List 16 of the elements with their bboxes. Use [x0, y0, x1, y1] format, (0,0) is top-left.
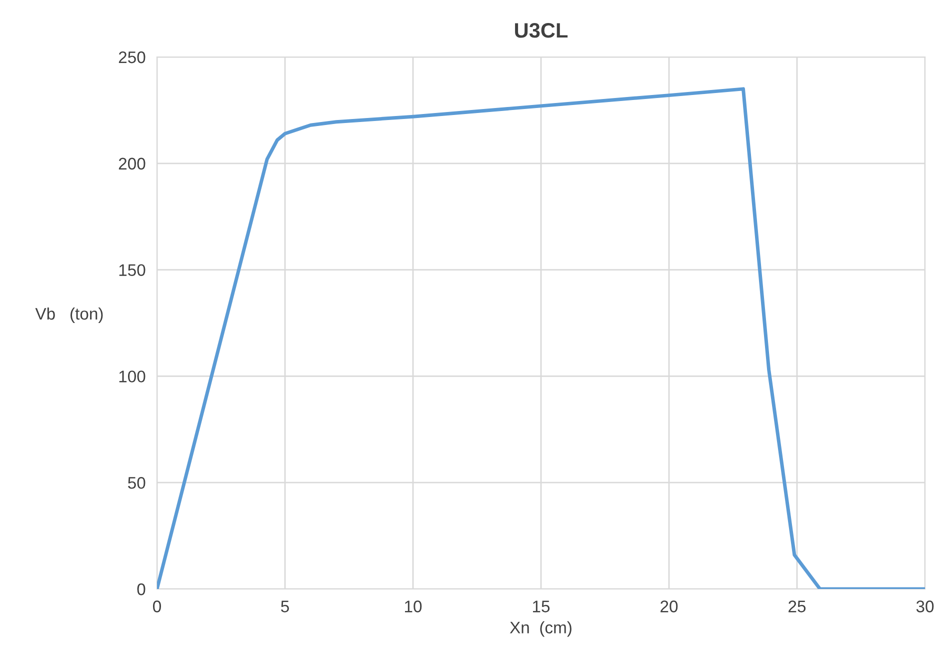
y-tick-label: 100 — [119, 370, 146, 382]
x-tick-label: 15 — [533, 600, 550, 612]
chart-title: U3CL — [515, 23, 568, 38]
x-tick-label: 0 — [153, 600, 161, 612]
y-tick-label: 0 — [137, 583, 146, 596]
y-axis-title: Vb (ton) — [35, 307, 103, 323]
x-tick-label: 20 — [660, 600, 678, 612]
x-axis-title: Xn (cm) — [510, 621, 572, 637]
x-tick-label: 25 — [788, 600, 806, 612]
x-tick-label: 5 — [281, 600, 289, 612]
y-tick-label: 250 — [118, 51, 146, 64]
x-tick-label: 30 — [916, 600, 934, 612]
x-tick-label: 10 — [405, 600, 422, 612]
y-tick-label: 200 — [118, 158, 146, 170]
y-tick-label: 150 — [119, 264, 146, 276]
y-tick-label: 50 — [128, 477, 146, 489]
